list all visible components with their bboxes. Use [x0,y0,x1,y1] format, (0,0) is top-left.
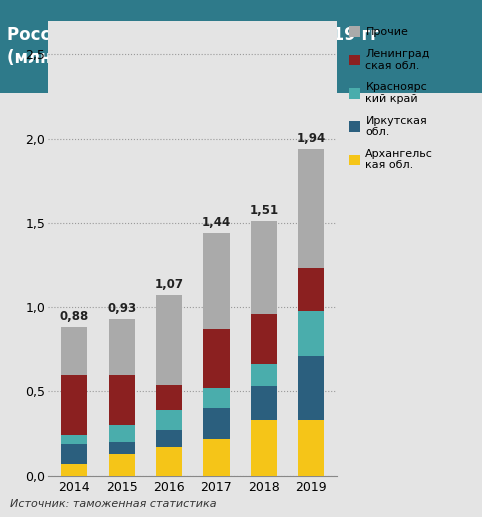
Bar [156,410,182,430]
Bar [203,438,229,476]
Bar [61,327,87,374]
Bar [251,221,277,314]
Text: 1,44: 1,44 [202,216,231,229]
Bar [156,430,182,447]
Bar [203,233,229,329]
Bar [298,356,324,420]
Bar [156,295,182,385]
Text: Россия: экспорт пеллет в 2014-2019 гг
(млн тонн): Россия: экспорт пеллет в 2014-2019 гг (м… [7,26,379,67]
Text: Источник: таможенная статистика: Источник: таможенная статистика [10,499,216,509]
Text: 1,94: 1,94 [296,131,326,145]
Legend: Прочие, Ленинград
ская обл., Красноярс
кий край, Иркутская
обл., Архангельс
кая : Прочие, Ленинград ская обл., Красноярс к… [349,26,433,171]
Bar [61,464,87,476]
Bar [251,386,277,420]
Text: 0,88: 0,88 [60,310,89,323]
Bar [251,420,277,476]
Bar [298,268,324,311]
Bar [61,435,87,444]
Bar [298,311,324,356]
Bar [109,442,135,454]
Text: 1,51: 1,51 [249,204,279,217]
Bar [109,454,135,476]
Bar [203,408,229,438]
Bar [251,314,277,364]
Bar [298,149,324,268]
Bar [203,388,229,408]
Bar [109,425,135,442]
Bar [203,329,229,388]
Text: 0,93: 0,93 [107,302,136,315]
Bar [251,364,277,386]
Bar [109,374,135,425]
Bar [298,420,324,476]
Bar [61,444,87,464]
Bar [109,319,135,374]
Bar [61,374,87,435]
Bar [156,447,182,476]
Bar [156,385,182,410]
Text: 1,07: 1,07 [155,278,184,291]
